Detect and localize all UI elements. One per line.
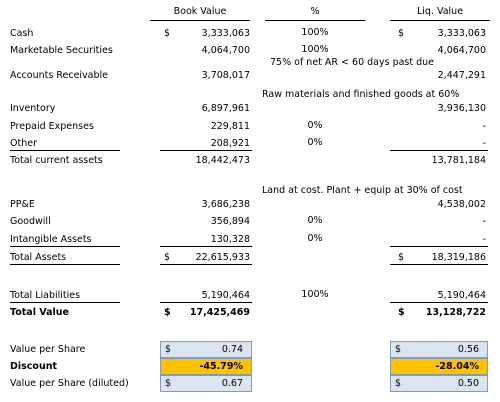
inventory-liq-value: 3,936,130: [437, 103, 486, 114]
total-assets-book-underline: [160, 264, 252, 265]
accounts-receivable-book-value: 3,708,017: [201, 70, 250, 81]
other-liq-underline: [390, 150, 488, 151]
prepaid-expenses-liq-value: -: [482, 121, 486, 132]
inventory-pct: Raw materials and finished goods at 60%: [262, 89, 460, 100]
other-book-value: 208,921: [210, 138, 250, 149]
row-label-total-assets: Total Assets: [10, 252, 67, 263]
book-value-per-share-diluted-cell: $ 0.67: [160, 375, 252, 392]
cash-book-currency: $: [164, 28, 171, 39]
intangible-assets-liq-value: -: [482, 234, 486, 245]
inventory-book-value: 6,897,961: [201, 103, 250, 114]
intangible-book-underline: [160, 246, 252, 247]
accounts-receivable-liq-value: 2,447,291: [437, 70, 486, 81]
liq-vps-diluted-currency: $: [395, 378, 402, 389]
book-value-per-share-cell: $ 0.74: [160, 341, 252, 358]
total-liabilities-book-underline: [160, 302, 252, 303]
goodwill-liq-value: -: [482, 216, 486, 227]
total-assets-book-currency: $: [164, 252, 171, 263]
other-label-underline: [10, 150, 120, 151]
prepaid-expenses-pct: 0%: [307, 120, 323, 131]
row-label-marketable-securities: Marketable Securities: [10, 45, 113, 56]
other-book-underline: [160, 150, 252, 151]
ppe-liq-value: 4,538,002: [437, 199, 486, 210]
row-label-discount: Discount: [10, 361, 58, 372]
book-value-per-share-diluted: 0.67: [221, 378, 243, 389]
intangible-assets-book-value: 130,328: [210, 234, 250, 245]
liq-value-header: Liq. Value: [390, 4, 490, 21]
total-assets-liq-value: 18,319,186: [431, 252, 486, 263]
intangible-assets-pct: 0%: [307, 233, 323, 244]
marketable-securities-pct: 100%: [301, 44, 329, 55]
total-current-assets-liq-value: 13,781,184: [431, 155, 486, 166]
liq-discount: -28.04%: [435, 361, 479, 372]
liq-discount-cell: -28.04%: [390, 358, 488, 375]
marketable-securities-book-value: 4,064,700: [201, 45, 250, 56]
total-assets-liq-currency: $: [398, 252, 405, 263]
other-liq-value: -: [482, 138, 486, 149]
total-liabilities-book-value: 5,190,464: [201, 290, 250, 301]
row-label-total-value: Total Value: [10, 307, 69, 318]
total-assets-book-value: 22,615,933: [195, 252, 250, 263]
total-value-book-value: 17,425,469: [189, 307, 250, 318]
total-assets-liq-underline: [390, 264, 488, 265]
cash-liq-value: 3,333,063: [437, 28, 486, 39]
row-label-value-per-share: Value per Share: [10, 344, 86, 355]
cash-pct: 100%: [301, 27, 329, 38]
total-value-liq-currency: $: [398, 307, 405, 318]
book-vps-currency: $: [165, 344, 172, 355]
liq-value-per-share-cell: $ 0.56: [390, 341, 488, 358]
prepaid-expenses-book-value: 229,811: [210, 121, 250, 132]
row-label-inventory: Inventory: [10, 103, 56, 114]
total-value-liq-value: 13,128,722: [425, 307, 486, 318]
row-label-other: Other: [10, 138, 37, 149]
book-value-header: Book Value: [150, 4, 250, 21]
row-label-total-current-assets: Total current assets: [10, 155, 103, 166]
liq-value-per-share-diluted-cell: $ 0.50: [390, 375, 488, 392]
row-label-goodwill: Goodwill: [10, 216, 51, 227]
intangible-label-underline: [10, 246, 120, 247]
other-pct: 0%: [307, 137, 323, 148]
row-label-intangible-assets: Intangible Assets: [10, 234, 92, 245]
total-assets-label-underline: [10, 264, 120, 265]
accounts-receivable-pct: 75% of net AR < 60 days past due: [270, 57, 435, 68]
row-label-prepaid-expenses: Prepaid Expenses: [10, 121, 94, 132]
book-value-per-share: 0.74: [221, 344, 243, 355]
row-label-accounts-receivable: Accounts Receivable: [10, 70, 109, 81]
book-vps-diluted-currency: $: [165, 378, 172, 389]
total-value-book-currency: $: [164, 307, 171, 318]
total-liabilities-label-underline: [10, 302, 120, 303]
total-liabilities-pct: 100%: [301, 289, 329, 300]
liq-vps-currency: $: [395, 344, 402, 355]
liq-value-per-share: 0.56: [457, 344, 479, 355]
total-current-assets-book-value: 18,442,473: [195, 155, 250, 166]
row-label-value-per-share-diluted: Value per Share (diluted): [10, 378, 129, 389]
book-discount: -45.79%: [199, 361, 243, 372]
goodwill-book-value: 356,894: [210, 216, 250, 227]
row-label-total-liabilities: Total Liabilities: [10, 290, 81, 301]
goodwill-pct: 0%: [307, 215, 323, 226]
total-liabilities-liq-value: 5,190,464: [437, 290, 486, 301]
ppe-book-value: 3,686,238: [201, 199, 250, 210]
intangible-liq-underline: [390, 246, 488, 247]
book-discount-cell: -45.79%: [160, 358, 252, 375]
cash-book-value: 3,333,063: [201, 28, 250, 39]
cash-liq-currency: $: [398, 28, 405, 39]
marketable-securities-liq-value: 4,064,700: [437, 45, 486, 56]
row-label-cash: Cash: [10, 28, 34, 39]
row-label-ppe: PP&E: [10, 199, 35, 210]
total-liabilities-liq-underline: [390, 302, 488, 303]
ppe-pct: Land at cost. Plant + equip at 30% of co…: [262, 185, 463, 196]
percent-header: %: [265, 4, 365, 21]
liq-value-per-share-diluted: 0.50: [457, 378, 479, 389]
